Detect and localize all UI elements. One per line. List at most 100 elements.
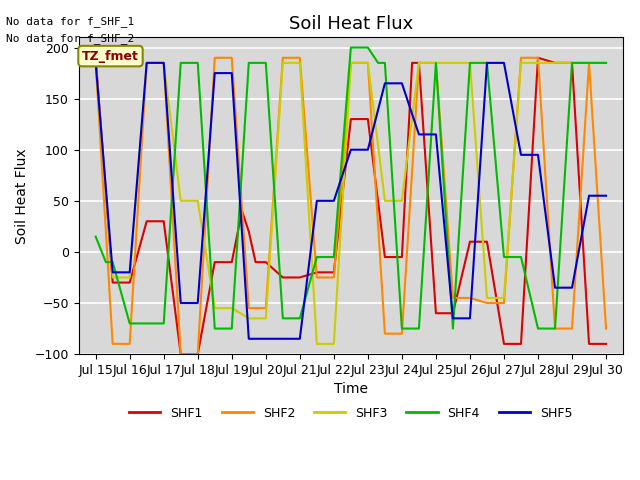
SHF2: [126, 341, 134, 347]
Line: SHF1: SHF1: [95, 58, 606, 354]
SHF5: [177, 300, 184, 306]
SHF1: [228, 259, 236, 265]
SHF5: [585, 193, 593, 199]
SHF2: [483, 300, 491, 306]
SHF3: [296, 60, 303, 66]
SHF4: [245, 60, 253, 66]
SHF3: [262, 315, 269, 321]
SHF1: [500, 341, 508, 347]
SHF3: [160, 60, 168, 66]
SHF3: [585, 60, 593, 66]
SHF2: [415, 60, 423, 66]
SHF5: [364, 147, 372, 153]
SHF4: [534, 325, 542, 331]
SHF5: [500, 60, 508, 66]
SHF1: [238, 208, 246, 214]
SHF5: [381, 81, 388, 86]
SHF3: [279, 60, 287, 66]
SHF4: [279, 315, 287, 321]
SHF1: [551, 60, 559, 66]
SHF3: [534, 60, 542, 66]
SHF4: [330, 254, 338, 260]
SHF4: [364, 45, 372, 50]
SHF5: [313, 198, 321, 204]
SHF1: [109, 280, 116, 286]
SHF5: [466, 315, 474, 321]
SHF1: [177, 351, 184, 357]
SHF5: [483, 60, 491, 66]
SHF1: [364, 116, 372, 122]
SHF2: [517, 55, 525, 60]
Title: Soil Heat Flux: Soil Heat Flux: [289, 15, 413, 33]
SHF2: [245, 305, 253, 311]
SHF2: [330, 275, 338, 280]
SHF2: [449, 295, 457, 301]
SHF5: [228, 70, 236, 76]
SHF2: [381, 331, 388, 336]
SHF5: [160, 60, 168, 66]
SHF4: [483, 60, 491, 66]
SHF3: [126, 275, 134, 280]
SHF1: [160, 218, 168, 224]
SHF3: [500, 295, 508, 301]
SHF5: [415, 132, 423, 137]
SHF4: [109, 259, 116, 265]
SHF4: [92, 234, 99, 240]
SHF4: [466, 60, 474, 66]
SHF5: [211, 70, 219, 76]
SHF4: [347, 45, 355, 50]
SHF1: [211, 259, 219, 265]
SHF1: [92, 55, 99, 60]
SHF2: [602, 325, 610, 331]
SHF1: [432, 311, 440, 316]
SHF5: [347, 147, 355, 153]
SHF3: [466, 60, 474, 66]
SHF4: [585, 60, 593, 66]
SHF3: [347, 60, 355, 66]
SHF4: [568, 60, 576, 66]
SHF2: [177, 351, 184, 357]
SHF4: [211, 325, 219, 331]
SHF1: [398, 254, 406, 260]
SHF3: [245, 315, 253, 321]
SHF3: [228, 305, 236, 311]
SHF1: [252, 259, 259, 265]
SHF3: [177, 198, 184, 204]
SHF4: [177, 60, 184, 66]
SHF1: [449, 311, 457, 316]
SHF2: [296, 55, 303, 60]
Line: SHF5: SHF5: [95, 63, 606, 339]
SHF2: [313, 275, 321, 280]
SHF1: [262, 259, 269, 265]
SHF3: [364, 60, 372, 66]
SHF1: [313, 269, 321, 275]
SHF5: [398, 81, 406, 86]
SHF4: [296, 315, 303, 321]
SHF1: [483, 239, 491, 245]
SHF1: [296, 275, 303, 280]
SHF1: [126, 280, 134, 286]
SHF2: [160, 60, 168, 66]
SHF2: [568, 325, 576, 331]
SHF1: [585, 341, 593, 347]
SHF1: [143, 218, 150, 224]
SHF3: [432, 60, 440, 66]
SHF2: [228, 55, 236, 60]
SHF5: [517, 152, 525, 158]
SHF4: [262, 60, 269, 66]
Line: SHF4: SHF4: [95, 48, 606, 328]
SHF1: [415, 60, 423, 66]
SHF1: [602, 341, 610, 347]
SHF5: [602, 193, 610, 199]
SHF5: [245, 336, 253, 342]
SHF5: [551, 285, 559, 290]
SHF2: [194, 351, 202, 357]
SHF5: [330, 198, 338, 204]
SHF1: [466, 239, 474, 245]
SHF4: [143, 321, 150, 326]
SHF5: [279, 336, 287, 342]
SHF1: [330, 269, 338, 275]
SHF3: [551, 60, 559, 66]
SHF4: [500, 254, 508, 260]
SHF3: [109, 275, 116, 280]
